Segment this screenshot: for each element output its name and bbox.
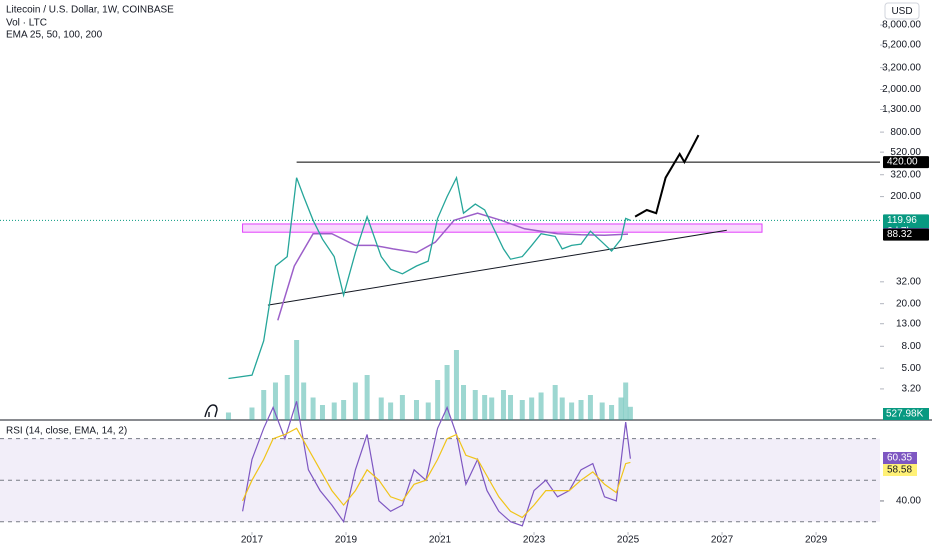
volume-bar [578, 400, 584, 420]
volume-bar [284, 375, 290, 420]
rsi-tick-label: 40.00 [896, 496, 921, 507]
y-tick-label: 800.00 [890, 127, 921, 138]
y-tick-label: 320.00 [890, 169, 921, 180]
zone [242, 223, 763, 233]
x-tick-label: 2029 [805, 535, 828, 546]
volume-bar [627, 406, 633, 420]
volume-bar [519, 400, 525, 420]
price-badge [883, 228, 929, 241]
volume-bar [453, 350, 459, 420]
rsi-title: RSI (14, close, EMA, 14, 2) [6, 426, 127, 437]
rsi-badge-label: 60.35 [887, 453, 912, 464]
volume-bar [623, 382, 629, 420]
y-tick-label: 8.00 [902, 341, 922, 352]
volume-badge-label: 527.98K [886, 409, 924, 420]
y-tick-label: 8,000.00 [882, 20, 921, 31]
volume-bar [508, 395, 514, 420]
volume-bar [319, 405, 325, 420]
x-tick-label: 2027 [711, 535, 734, 546]
rsi-line [242, 427, 631, 519]
volume-bar [249, 407, 255, 420]
price-badge [883, 156, 929, 169]
volume-bar [388, 402, 394, 420]
volume-bar [331, 402, 337, 420]
volume-bar [364, 375, 370, 420]
x-tick-label: 2019 [335, 535, 358, 546]
rsi-badge-label: 58.58 [887, 465, 912, 476]
volume-badge [883, 408, 929, 420]
volume-bar [294, 340, 300, 420]
volume-bar [482, 395, 488, 420]
rsi-line [242, 401, 631, 527]
volume-bar [425, 402, 431, 420]
x-tick-label: 2021 [429, 535, 452, 546]
volume-bar [341, 400, 347, 420]
volume-bar [399, 395, 405, 420]
volume-bar [261, 390, 267, 420]
volume-bar [489, 397, 495, 420]
ema-line [277, 212, 629, 321]
volume-bar [461, 385, 467, 420]
volume-bar [529, 397, 535, 420]
volume-bar [587, 395, 593, 420]
price-line [228, 175, 631, 380]
volume-bar [569, 402, 575, 420]
y-tick-label: 1,300.00 [882, 104, 921, 115]
y-tick-label: 5,200.00 [882, 40, 921, 51]
volume-bar [609, 405, 615, 420]
y-tick-label: 5.00 [902, 363, 922, 374]
currency-label[interactable]: USD [891, 6, 912, 17]
volume-bar [310, 397, 316, 420]
volume-bar [301, 382, 307, 420]
y-tick-label: 32.00 [896, 276, 921, 287]
volume-bar [378, 397, 384, 420]
projection-line [634, 134, 700, 218]
volume-bar [552, 385, 558, 420]
volume-bar [444, 365, 450, 420]
currency-button[interactable] [884, 2, 920, 20]
y-tick-label: 3.20 [902, 384, 922, 395]
volume-bar [599, 402, 605, 420]
chart-title: Litecoin / U.S. Dollar, 1W, COINBASE [6, 5, 174, 16]
volume-bar [618, 397, 624, 420]
x-tick-label: 2023 [523, 535, 546, 546]
volume-bar [500, 390, 506, 420]
price-badge-label: 420.00 [887, 157, 918, 168]
price-badge-label: 88.32 [887, 229, 912, 240]
y-tick-label: 200.00 [890, 191, 921, 202]
volume-bar [272, 382, 278, 420]
y-tick-label: 2,000.00 [882, 84, 921, 95]
y-tick-label: 3,200.00 [882, 62, 921, 73]
x-tick-label: 2025 [617, 535, 640, 546]
volume-bar [435, 380, 441, 420]
volume-bar [225, 412, 231, 420]
y-tick-label: 20.00 [896, 298, 921, 309]
ema-legend: EMA 25, 50, 100, 200 [6, 30, 103, 41]
volume-bar [413, 400, 419, 420]
volume-bar [559, 397, 565, 420]
rsi-badge [883, 452, 917, 464]
rsi-badge [883, 464, 917, 476]
y-tick-label: 520.00 [890, 147, 921, 158]
volume-bar [472, 390, 478, 420]
y-tick-label: 13.00 [896, 318, 921, 329]
volume-bar [352, 382, 358, 420]
volume-legend: Vol · LTC [6, 18, 47, 29]
volume-bar [538, 392, 544, 420]
logo [204, 404, 218, 418]
x-tick-label: 2017 [241, 535, 264, 546]
price-badge-label: 119.96 [887, 215, 917, 226]
